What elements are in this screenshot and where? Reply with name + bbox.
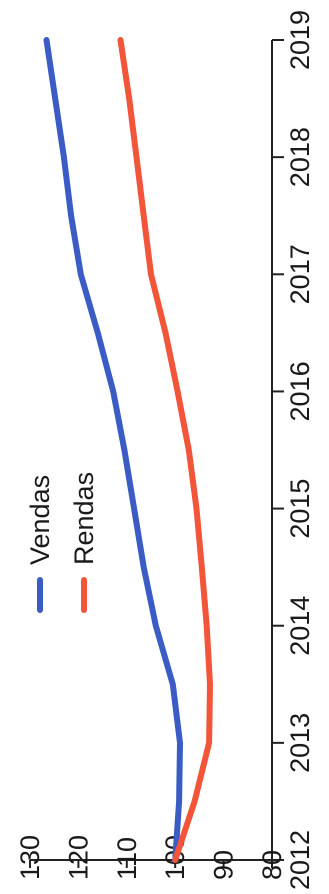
y-tick-label: 120	[63, 835, 93, 880]
y-tick-label: 90	[209, 850, 239, 880]
y-tick-label: 80	[257, 850, 287, 880]
x-tick-label: 2015	[285, 479, 315, 539]
y-tick-label: 130	[15, 835, 45, 880]
x-axis-ticks: 2012 2013 2014 2015 2016 2017 2018 2019	[272, 10, 315, 890]
x-tick-label: 2019	[285, 10, 315, 70]
legend-label: Rendas	[69, 472, 99, 565]
x-tick-label: 2012	[285, 830, 315, 890]
chart-legend: Vendas Rendas	[25, 472, 99, 613]
chart-series	[43, 37, 213, 863]
legend-label: Vendas	[25, 475, 55, 565]
x-tick-label: 2014	[285, 596, 315, 656]
x-tick-label: 2017	[285, 244, 315, 304]
series-line-vendas	[43, 37, 183, 863]
x-tick-label: 2013	[285, 713, 315, 773]
series-line-rendas	[117, 37, 213, 863]
y-tick-label: 110	[112, 837, 142, 880]
x-tick-label: 2016	[285, 361, 315, 421]
x-tick-label: 2018	[285, 127, 315, 187]
